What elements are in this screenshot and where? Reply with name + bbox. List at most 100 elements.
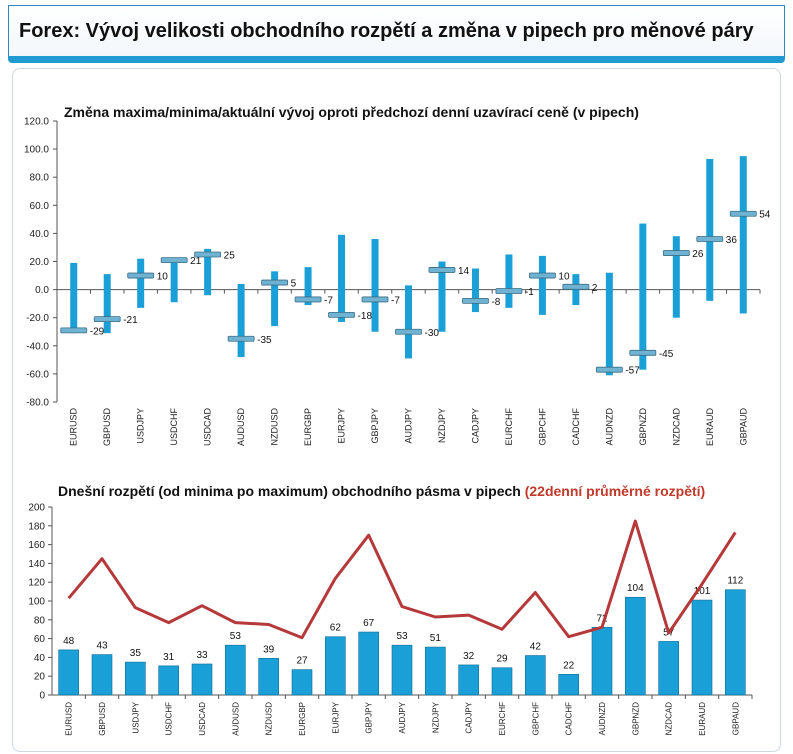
chart1-current-marker bbox=[160, 257, 188, 263]
charts-panel bbox=[12, 68, 781, 752]
chart2-bar bbox=[58, 649, 79, 696]
chart2-data-label: 29 bbox=[496, 654, 508, 665]
chart2-bar bbox=[125, 661, 146, 696]
chart2-y-tick-label: 120 bbox=[28, 578, 45, 589]
chart1-current-marker bbox=[93, 316, 121, 323]
chart1-y-tick-label: 80.0 bbox=[30, 173, 50, 184]
chart1-data-label: -29 bbox=[90, 326, 105, 337]
chart1-range-bar bbox=[338, 234, 346, 322]
chart2-data-label: 53 bbox=[230, 631, 242, 642]
chart1-x-tick-label: GBPJPY bbox=[370, 408, 380, 444]
chart2-bar bbox=[491, 667, 513, 696]
chart1-range-bar bbox=[538, 255, 546, 315]
chart2-y-tick-label: 140 bbox=[28, 559, 45, 570]
chart1-data-label: 25 bbox=[224, 250, 236, 261]
chart1-x-tick-label: NZDCAD bbox=[671, 408, 681, 446]
chart2-bar bbox=[691, 599, 713, 696]
chart2-y-tick-label: 160 bbox=[28, 540, 45, 551]
chart2-data-label: 43 bbox=[96, 641, 108, 652]
chart2-bar bbox=[358, 631, 379, 696]
chart2-bar bbox=[191, 663, 213, 696]
chart2-x-tick-label: NZDCAD bbox=[665, 702, 674, 736]
chart1-current-marker bbox=[60, 327, 88, 334]
chart2-y-tick-label: 40 bbox=[34, 653, 46, 664]
chart2-data-label: 31 bbox=[163, 652, 175, 663]
chart2-x-tick-label: NZDUSD bbox=[265, 702, 274, 736]
chart2-data-label: 51 bbox=[430, 633, 442, 644]
chart1-current-marker bbox=[696, 236, 724, 242]
chart1-x-tick-label: EURUSD bbox=[69, 408, 79, 447]
chart1-range-bar bbox=[204, 248, 212, 296]
chart1-x-tick-label: AUDJPY bbox=[404, 408, 414, 444]
chart2-data-label: 112 bbox=[727, 576, 743, 587]
chart1-range-bar bbox=[304, 267, 312, 306]
chart1-data-label: -45 bbox=[659, 349, 674, 360]
chart1-current-marker bbox=[662, 250, 690, 256]
chart1-range-bar bbox=[170, 258, 178, 303]
chart1-y-tick-label: -80.0 bbox=[26, 398, 49, 409]
chart2-data-label: 62 bbox=[330, 623, 342, 634]
chart1-data-label: 10 bbox=[558, 272, 570, 283]
chart2-bar bbox=[558, 674, 579, 696]
chart1-range-bar bbox=[237, 283, 245, 358]
chart1-x-tick-label: NZDJPY bbox=[437, 408, 447, 443]
chart2-x-tick-label: GBPNZD bbox=[631, 702, 640, 736]
chart1-x-tick-label: EURJPY bbox=[337, 408, 347, 444]
chart1-data-label: -30 bbox=[425, 328, 440, 339]
chart1-range-bar bbox=[672, 236, 680, 318]
chart1-plot: 120.0 100.0 80.0 60.0 40.0 20.0 0.0 -20.0 -40.0 -… bbox=[24, 117, 771, 447]
chart1-data-label: 10 bbox=[157, 272, 169, 283]
chart1-data-label: 21 bbox=[190, 256, 202, 267]
chart2-y-tick-label: 80 bbox=[34, 615, 46, 626]
chart1-y-tick-label: 100.0 bbox=[24, 145, 49, 156]
chart2-bar bbox=[325, 636, 346, 696]
chart1-x-tick-label: GBPUSD bbox=[102, 408, 112, 447]
chart1-range-bar bbox=[505, 254, 513, 308]
chart2-x-tick-label: GBPUSD bbox=[98, 702, 107, 736]
chart1-data-label: 54 bbox=[759, 210, 771, 221]
chart1-y-tick-label: -20.0 bbox=[26, 313, 49, 324]
chart1-x-tick-label: USDJPY bbox=[136, 408, 146, 444]
chart2-x-tick-label: AUDNZD bbox=[598, 702, 607, 736]
chart1-y-tick-label: -60.0 bbox=[26, 369, 49, 380]
chart1-current-marker bbox=[729, 210, 757, 217]
chart2-bar bbox=[158, 665, 179, 696]
chart2-x-tick-label: USDCAD bbox=[198, 702, 207, 736]
chart1-current-marker bbox=[428, 267, 456, 273]
chart1-data-label: -18 bbox=[358, 311, 373, 322]
chart2-bar bbox=[525, 655, 546, 696]
chart1-current-marker bbox=[127, 272, 155, 279]
chart1-current-marker bbox=[328, 311, 355, 318]
chart1-data-label: -8 bbox=[491, 297, 500, 308]
header-box: Forex: Vývoj velikosti obchodního rozpět… bbox=[8, 5, 785, 57]
chart1-data-label: 2 bbox=[592, 283, 598, 294]
chart1-range-bar bbox=[605, 272, 613, 376]
chart1-x-tick-label: NZDUSD bbox=[270, 408, 280, 446]
chart1-range-bar bbox=[271, 271, 279, 327]
chart1-y-tick-label: 20.0 bbox=[30, 257, 50, 268]
chart2-title-main: Dnešní rozpětí (od minima po maximum) ob… bbox=[58, 483, 521, 499]
chart2-x-tick-label: NZDJPY bbox=[431, 701, 440, 733]
chart2-title-highlight: (22denní průměrné rozpětí) bbox=[525, 483, 705, 499]
chart2-data-label: 72 bbox=[596, 613, 608, 624]
chart2-bar bbox=[258, 658, 279, 696]
chart2-bar bbox=[658, 641, 679, 696]
chart1-x-tick-label: GBPNZD bbox=[638, 408, 648, 446]
chart1-x-tick-label: CADCHF bbox=[571, 407, 581, 445]
chart1-range-bar bbox=[103, 274, 111, 334]
chart1-current-marker bbox=[294, 296, 322, 303]
chart1-data-label: 5 bbox=[291, 279, 297, 290]
chart1-current-marker bbox=[361, 296, 389, 303]
chart2-plot: 20018016014012010080604020048EURUSD43GBP… bbox=[28, 503, 753, 736]
header-accent-bar bbox=[8, 56, 785, 63]
chart2-bar bbox=[291, 669, 313, 696]
chart2-data-label: 39 bbox=[263, 644, 275, 655]
chart2-data-label: 35 bbox=[130, 648, 142, 659]
chart1-data-label: 36 bbox=[726, 235, 738, 246]
chart1-current-marker bbox=[261, 279, 288, 286]
chart2-title: Dnešní rozpětí (od minima po maximum) ob… bbox=[58, 483, 705, 499]
chart2-x-tick-label: EURUSD bbox=[65, 702, 74, 736]
chart1-range-bar bbox=[70, 262, 78, 334]
chart2-data-label: 32 bbox=[463, 651, 475, 662]
